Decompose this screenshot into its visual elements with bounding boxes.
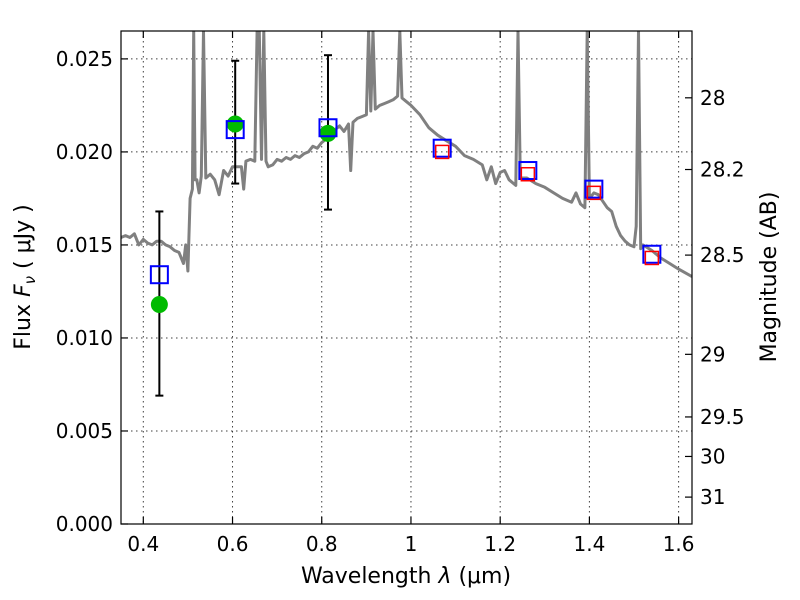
- y-axis-title-unit: ( μJy ): [11, 204, 36, 276]
- model-photometry-box: [518, 161, 538, 181]
- axes: 0.4 0.6 0.8 1 1.2 1.4 1.6 0.000 0.005 0.010 0.015 0…: [56, 30, 745, 556]
- plot-area: [121, 31, 692, 397]
- y2-tick-label: 29: [700, 342, 725, 366]
- inner-marker-box: [520, 166, 536, 182]
- x-tick-label: 1.6: [663, 532, 695, 556]
- y-tick-label: 0.005: [56, 419, 113, 443]
- x-tick-label: 1: [405, 532, 418, 556]
- x-tick-label: 0.8: [306, 532, 338, 556]
- y2-axis-title: Magnitude (AB): [757, 192, 782, 363]
- model-spectrum-line: [121, 31, 692, 278]
- y2-tick-label: 28.2: [700, 158, 745, 182]
- y2-tick-label: 28: [700, 86, 725, 110]
- x-tick-label: 1.4: [573, 532, 605, 556]
- x-axis-title-symbol: λ: [437, 564, 451, 589]
- y-tick-label: 0.015: [56, 233, 113, 257]
- y-axis-title: Flux Fν ( μJy ): [11, 204, 39, 349]
- model-photometry-box: [318, 118, 338, 138]
- y2-tick-label: 30: [700, 444, 725, 468]
- inner-marker-box: [586, 185, 602, 201]
- x-tick-label: 1.2: [484, 532, 516, 556]
- y-tick-label: 0.020: [56, 140, 113, 164]
- y2-tick-label: 28.5: [700, 243, 745, 267]
- model-photometry-box: [149, 265, 169, 285]
- inner-marker-box: [644, 250, 660, 266]
- y-tick-label: 0.010: [56, 326, 113, 350]
- y-axis-title-subscript: ν: [21, 276, 39, 284]
- x-tick-label: 0.4: [127, 532, 159, 556]
- model-photometry-box: [225, 120, 245, 140]
- model-photometry-box: [432, 138, 452, 158]
- y-tick-label: 0.000: [56, 512, 113, 536]
- inner-marker-box: [434, 144, 450, 160]
- y-axis-title-symbol: F: [11, 284, 36, 297]
- x-axis-title-prefix: Wavelength: [301, 564, 439, 589]
- grid-lines: [121, 31, 692, 525]
- plot-frame: [120, 30, 693, 525]
- model-photometry-box: [584, 179, 604, 199]
- y2-tick-label: 31: [700, 485, 725, 509]
- y-axis-title-prefix: Flux: [11, 297, 36, 350]
- observed-point: [319, 124, 337, 142]
- y-tick-label: 0.025: [56, 47, 113, 71]
- x-tick-label: 0.6: [217, 532, 249, 556]
- observed-point: [150, 295, 168, 313]
- x-axis-title-unit: (μm): [451, 564, 511, 589]
- model-photometry-box: [642, 244, 662, 264]
- y2-tick-label: 29.5: [700, 405, 745, 429]
- observed-point: [226, 115, 244, 133]
- x-axis-title: Wavelength λ (μm): [301, 564, 511, 589]
